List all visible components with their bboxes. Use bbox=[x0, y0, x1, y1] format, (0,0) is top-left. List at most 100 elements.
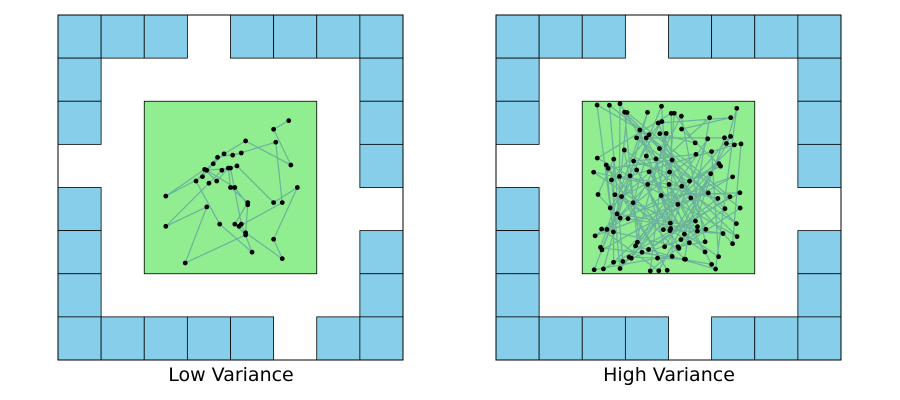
trajectory-point bbox=[637, 127, 643, 133]
wall-tile bbox=[100, 14, 145, 59]
trajectory-point bbox=[630, 200, 636, 206]
wall-tile bbox=[143, 14, 188, 59]
trajectory-point bbox=[601, 266, 606, 272]
wall-tile bbox=[754, 14, 799, 59]
trajectory-point bbox=[657, 131, 663, 137]
trajectory-point bbox=[609, 177, 614, 183]
wall-tile bbox=[797, 230, 842, 275]
trajectory-point bbox=[619, 194, 624, 199]
trajectory-point bbox=[603, 162, 609, 168]
trajectory-point bbox=[695, 224, 700, 230]
map-border bbox=[57, 14, 404, 361]
trajectory-point bbox=[232, 221, 238, 227]
trajectory-point bbox=[617, 101, 623, 107]
wall-tile bbox=[495, 14, 540, 59]
trajectory-point bbox=[646, 132, 652, 138]
trajectory-point bbox=[614, 211, 620, 217]
caption-high-variance: High Variance bbox=[603, 364, 735, 386]
trajectory-point bbox=[210, 161, 216, 167]
trajectory-point bbox=[606, 102, 612, 108]
trajectory-point bbox=[722, 206, 728, 212]
trajectory-point bbox=[727, 194, 733, 200]
wall-tile bbox=[100, 316, 145, 361]
trajectory-point bbox=[664, 267, 670, 273]
trajectory-path bbox=[593, 103, 742, 272]
trajectory-point bbox=[707, 115, 713, 121]
trajectory-point bbox=[703, 226, 709, 232]
trajectory-point bbox=[182, 260, 188, 266]
trajectory-point bbox=[217, 221, 223, 227]
trajectory-point bbox=[682, 256, 687, 262]
wall-tile bbox=[143, 316, 188, 361]
trajectory-point bbox=[678, 237, 684, 243]
trajectory-point bbox=[288, 162, 294, 168]
trajectory-point bbox=[659, 103, 664, 109]
trajectory-point bbox=[595, 192, 601, 197]
trajectory-point bbox=[720, 231, 726, 236]
wall-tile bbox=[57, 100, 102, 145]
trajectory-point bbox=[249, 249, 255, 255]
trajectory-point bbox=[243, 138, 248, 144]
wall-tile bbox=[581, 14, 626, 59]
trajectory-point bbox=[679, 126, 684, 132]
trajectory-point bbox=[730, 174, 736, 180]
trajectory-point bbox=[617, 173, 622, 179]
trajectory-point bbox=[728, 134, 733, 139]
trajectory-point bbox=[688, 195, 694, 201]
trajectory-point bbox=[716, 254, 721, 260]
trajectory-point bbox=[243, 230, 248, 236]
trajectory-point bbox=[645, 109, 650, 115]
trajectory-point bbox=[163, 193, 169, 199]
wall-tile bbox=[754, 316, 799, 361]
wall-tile bbox=[495, 316, 540, 361]
wall-tile bbox=[230, 316, 275, 361]
trajectory-point bbox=[625, 216, 631, 222]
trajectory-point bbox=[204, 167, 210, 173]
panel-high-variance: High Variance bbox=[495, 14, 842, 386]
trajectory-point bbox=[200, 174, 205, 180]
wall-tile bbox=[495, 187, 540, 232]
trajectory-point bbox=[279, 200, 285, 205]
trajectory-point bbox=[658, 193, 664, 198]
trajectory-point bbox=[617, 215, 623, 221]
trajectory-point bbox=[611, 156, 617, 162]
wall-tile bbox=[57, 14, 102, 59]
trajectory-point bbox=[204, 204, 210, 210]
wall-tile bbox=[797, 273, 842, 318]
wall-tile bbox=[57, 187, 102, 232]
trajectory-point bbox=[206, 180, 212, 186]
trajectory-point bbox=[653, 156, 659, 162]
wall-tile bbox=[57, 273, 102, 318]
trajectory-point bbox=[687, 178, 692, 184]
wall-tile bbox=[359, 273, 404, 318]
trajectory-point bbox=[668, 110, 674, 116]
trajectory-point bbox=[627, 173, 633, 179]
wall-tile bbox=[797, 100, 842, 145]
wall-tile bbox=[495, 57, 540, 102]
trajectory-point bbox=[628, 255, 634, 261]
wall-tile bbox=[359, 57, 404, 102]
trajectory-point bbox=[612, 192, 618, 198]
trajectory-point bbox=[647, 268, 653, 274]
wall-tile bbox=[316, 14, 361, 59]
trajectory-point bbox=[669, 157, 675, 163]
trajectory-point bbox=[659, 119, 665, 124]
trajectory-point bbox=[594, 155, 600, 161]
trajectory-point bbox=[163, 223, 169, 229]
trajectory-point bbox=[236, 223, 242, 229]
trajectory-point bbox=[592, 233, 598, 239]
trajectory-point bbox=[591, 169, 597, 175]
trajectory-point bbox=[681, 231, 687, 237]
trajectory-point bbox=[232, 185, 238, 190]
trajectory-point bbox=[611, 229, 616, 235]
trajectory-point bbox=[634, 167, 640, 173]
trajectory-point bbox=[604, 227, 610, 232]
trajectory-point bbox=[607, 205, 613, 211]
grid-map-high-variance bbox=[495, 14, 842, 361]
trajectory-point bbox=[730, 241, 735, 247]
trajectory-point bbox=[234, 163, 240, 169]
trajectory-point bbox=[193, 178, 199, 184]
trajectory-point bbox=[722, 135, 727, 141]
trajectory-point bbox=[679, 183, 685, 189]
